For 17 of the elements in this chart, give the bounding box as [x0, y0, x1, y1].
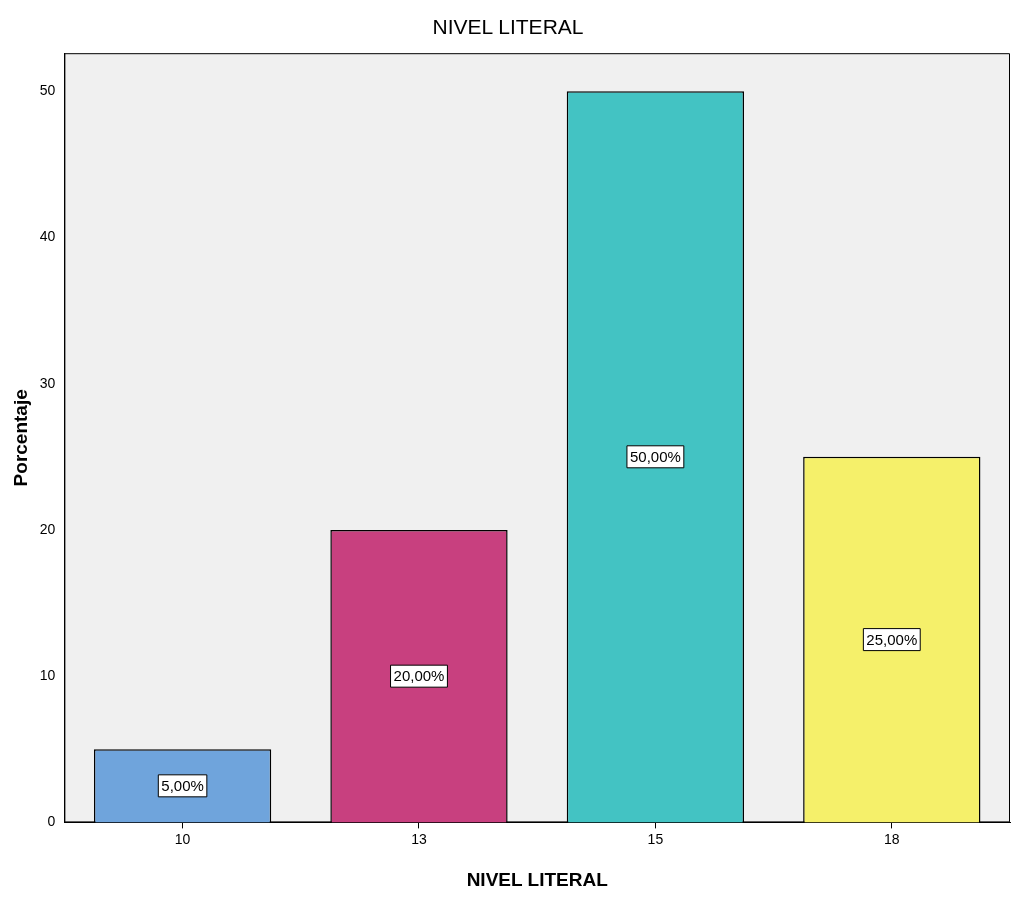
y-tick-label: 40 — [39, 228, 56, 245]
y-axis-title: Porcentaje — [9, 389, 31, 487]
y-tick-label: 20 — [39, 520, 56, 537]
data-label: 5,00% — [161, 776, 204, 794]
y-tick-label: 50 — [39, 82, 56, 99]
x-axis-title: NIVEL LITERAL — [466, 868, 609, 890]
x-tick-label: 10 — [174, 830, 191, 847]
x-tick-label: 15 — [647, 830, 664, 847]
x-tick-label: 13 — [411, 830, 427, 847]
y-tick-label: 30 — [39, 374, 56, 391]
data-label: 50,00% — [629, 447, 681, 465]
data-label: 25,00% — [866, 630, 918, 648]
chart-title: NIVEL LITERAL — [432, 15, 584, 39]
x-tick-label: 18 — [884, 830, 900, 847]
y-tick-label: 0 — [47, 813, 56, 830]
data-label: 20,00% — [393, 667, 445, 685]
y-tick-label: 10 — [39, 667, 56, 684]
